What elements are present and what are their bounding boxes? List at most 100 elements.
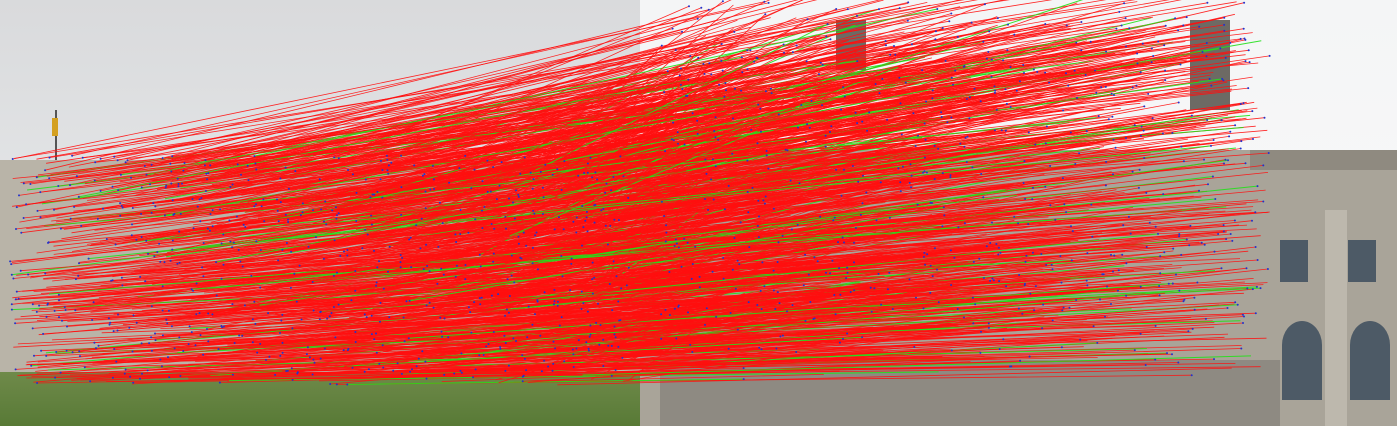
keypoint: [96, 217, 99, 220]
keypoint: [1065, 211, 1068, 214]
keypoint: [379, 178, 382, 181]
keypoint: [350, 299, 353, 302]
keypoint: [725, 89, 727, 92]
keypoint: [832, 219, 835, 222]
keypoint: [1085, 130, 1088, 133]
keypoint: [219, 208, 222, 211]
outlier-match: [304, 279, 1069, 337]
keypoint: [329, 383, 332, 385]
keypoint: [515, 189, 517, 192]
keypoint: [824, 145, 827, 148]
keypoint: [1244, 162, 1247, 165]
outlier-match: [445, 220, 678, 281]
keypoint: [831, 259, 834, 262]
keypoint: [711, 158, 714, 161]
keypoint: [613, 325, 616, 328]
keypoint: [979, 351, 982, 354]
keypoint: [1174, 17, 1177, 20]
outlier-match: [154, 150, 788, 257]
keypoint: [1111, 115, 1114, 118]
keypoint: [1220, 119, 1223, 122]
keypoint: [132, 314, 135, 317]
keypoint: [1242, 102, 1245, 105]
keypoint: [534, 313, 536, 316]
keypoint: [119, 173, 122, 176]
keypoint: [691, 112, 694, 115]
keypoint: [703, 72, 706, 75]
keypoint: [963, 222, 966, 225]
keypoint: [1013, 215, 1016, 218]
keypoint: [95, 347, 97, 350]
keypoint: [833, 294, 836, 296]
keypoint: [577, 174, 580, 177]
keypoint: [561, 275, 564, 278]
keypoint: [580, 290, 583, 293]
keypoint: [453, 372, 456, 375]
keypoint: [83, 366, 86, 369]
keypoint: [1248, 61, 1251, 64]
keypoint: [1177, 29, 1180, 32]
keypoint: [816, 260, 819, 263]
keypoint: [691, 351, 694, 353]
outlier-match: [55, 195, 1194, 298]
keypoint: [572, 366, 575, 368]
keypoint: [504, 342, 507, 344]
keypoint: [229, 186, 232, 188]
keypoint: [276, 198, 278, 201]
keypoint: [490, 294, 493, 297]
keypoint: [231, 303, 234, 306]
keypoint: [290, 367, 293, 370]
keypoint: [277, 259, 280, 262]
keypoint: [698, 275, 701, 278]
outlier-match: [513, 189, 926, 292]
keypoint: [1171, 132, 1174, 134]
keypoint: [110, 279, 113, 282]
outlier-match: [314, 311, 872, 364]
keypoint: [45, 315, 48, 318]
outlier-match: [430, 71, 743, 190]
keypoint: [255, 240, 258, 243]
keypoint: [553, 303, 555, 306]
keypoint: [760, 130, 762, 133]
keypoint: [853, 261, 855, 264]
keypoint: [1217, 233, 1220, 235]
keypoint: [425, 377, 428, 380]
keypoint: [124, 161, 127, 164]
keypoint: [1041, 327, 1044, 330]
keypoint: [668, 271, 671, 273]
keypoint: [285, 242, 288, 244]
keypoint: [381, 344, 384, 347]
keypoint: [878, 8, 880, 11]
keypoint: [805, 140, 807, 143]
keypoint: [10, 303, 13, 306]
keypoint: [376, 190, 379, 193]
keypoint: [1131, 170, 1134, 173]
keypoint: [1254, 246, 1257, 248]
keypoint: [1251, 219, 1253, 222]
outlier-match: [170, 191, 748, 262]
keypoint: [251, 341, 254, 344]
keypoint: [1114, 146, 1117, 149]
outlier-match: [170, 51, 793, 165]
keypoint: [910, 43, 913, 46]
keypoint: [846, 8, 849, 11]
keypoint: [539, 334, 542, 337]
inlier-match: [78, 79, 689, 198]
keypoint: [441, 222, 444, 225]
outlier-match: [153, 90, 1017, 204]
outlier-match: [100, 52, 785, 192]
keypoint: [27, 273, 30, 276]
keypoint: [369, 196, 372, 199]
keypoint: [473, 301, 476, 304]
keypoint: [1150, 47, 1153, 50]
keypoint: [854, 227, 857, 229]
keypoint: [551, 173, 554, 176]
keypoint: [179, 375, 182, 377]
keypoint: [129, 375, 132, 378]
keypoint: [301, 211, 304, 214]
keypoint: [517, 193, 520, 196]
keypoint: [710, 73, 713, 76]
keypoint: [1104, 184, 1107, 187]
keypoint: [182, 169, 185, 172]
keypoint: [61, 319, 63, 322]
